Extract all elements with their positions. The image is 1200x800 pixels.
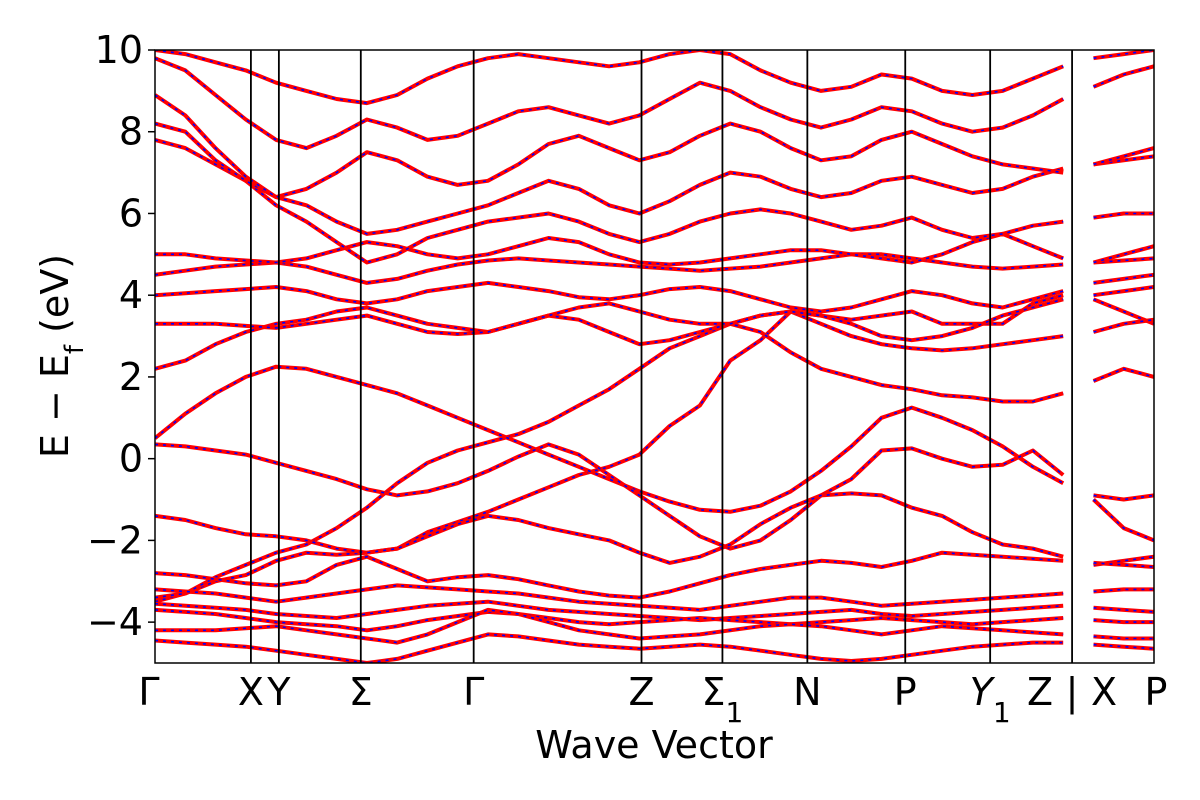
k-point-label: Z [628,670,654,714]
plot-frame [154,49,1155,664]
k-point-label: Γ [138,670,159,714]
y-tick-label: 0 [119,437,143,481]
k-point-label: Σ [349,670,373,714]
k-point-label: N [793,670,821,714]
band-line-red [155,293,1064,604]
band-line-blue [1093,643,1154,650]
band-line-blue [1093,562,1154,568]
k-point-label: Σ1 [702,670,744,729]
band-line-red [155,137,1064,265]
band-line-red [155,297,1064,343]
band-line-blue [155,306,1064,370]
band-line-blue [1093,494,1154,501]
k-point-label: X [238,670,264,714]
band-line-blue [155,50,1064,104]
band-line-blue [155,253,1064,284]
band-line-blue [155,492,1064,564]
band-line-blue [1093,635,1154,640]
band-line-blue [155,57,1064,149]
y-tick-label: 10 [95,28,143,72]
band-line-blue [155,600,1064,621]
band-line-blue [1093,298,1154,325]
band-line-blue [1093,607,1154,613]
y-tick-label: 6 [119,191,143,235]
y-axis-ticks: −4 −2 0 2 4 6 8 10 [87,28,155,644]
band-line-blue [1093,147,1154,166]
band-lines [155,50,1154,663]
band-line-blue [155,282,1064,313]
band-line-blue [1093,65,1154,88]
y-axis-label-unit: (eV) [33,254,77,345]
band-line-blue [155,609,1064,644]
k-point-label: Z [1027,670,1053,714]
y-tick-label: 2 [119,355,143,399]
band-line-blue [1093,286,1154,296]
y-tick-label: −4 [87,600,143,644]
band-line-blue [155,551,1064,599]
k-point-label: P [1145,670,1168,714]
band-line-blue [155,322,1064,599]
band-line-blue [1093,50,1154,59]
k-point-label: P [894,670,917,714]
band-line-blue [1093,367,1154,382]
k-point-label: Y1 [970,670,1011,729]
k-point-label: X [1091,670,1117,714]
y-tick-label: 4 [119,273,143,317]
k-point-label: Γ [463,670,484,714]
band-line-blue [1093,274,1154,284]
band-line-blue [155,609,1064,632]
x-axis-label: Wave Vector [535,723,773,767]
band-line-blue [155,94,1064,198]
band-line-blue [1093,318,1154,333]
band-line-blue [1092,498,1154,542]
band-line-blue [155,633,1064,663]
high-symmetry-lines [250,50,1073,663]
k-point-label: | [1066,670,1079,715]
y-axis-label-main: E − E [33,354,77,458]
band-line-blue [155,122,1064,235]
x-axis-ticks: Γ X Y Σ Γ Z Σ1 N P Y1 Z | X P [138,670,1167,729]
y-axis-label: E − Ef (eV) [33,254,90,458]
y-tick-label: −2 [87,518,143,562]
band-line-blue [155,365,1064,513]
band-line-blue [1093,588,1154,593]
y-tick-label: 8 [119,110,143,154]
band-line-blue [1093,212,1154,219]
band-line-blue [1093,245,1154,264]
band-line-blue [155,233,1064,266]
band-line-blue [155,584,1064,611]
k-point-label: Y [266,670,291,714]
band-line-blue [155,443,1064,550]
y-axis-label-sub: f [60,344,90,354]
band-line-blue [1093,619,1154,623]
